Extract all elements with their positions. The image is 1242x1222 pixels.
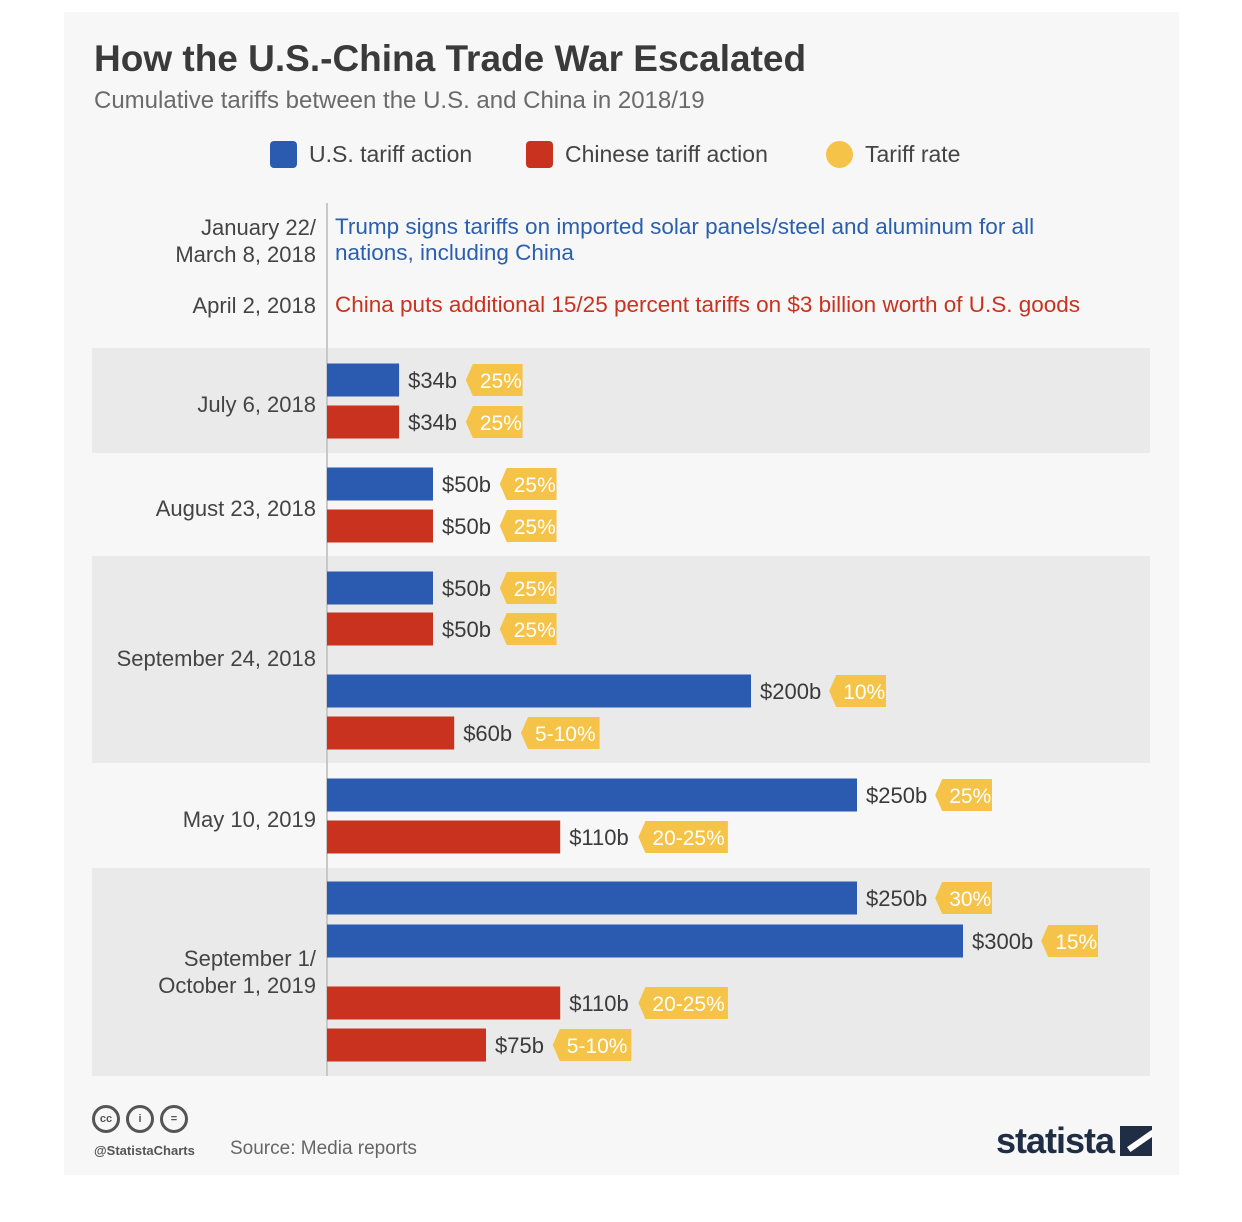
value-label-2-1: $50b [442, 472, 491, 497]
group-band-1 [92, 348, 1150, 453]
bar-5-1 [327, 881, 857, 915]
rate-tag-2-1 [499, 468, 557, 500]
bar-3-3 [327, 674, 751, 708]
chart-subtitle: Cumulative tariffs between the U.S. and … [94, 87, 705, 114]
legend-us: U.S. tariff action [270, 139, 472, 169]
value-label-5-1: $250b [866, 886, 927, 911]
bar-2-1 [327, 467, 433, 501]
group-date-4: May 10, 2019 [182, 807, 316, 832]
bar-5-4 [327, 1028, 486, 1062]
group-band-3 [92, 556, 1150, 763]
rate-tag-5-2 [1041, 925, 1098, 957]
rate-tag-4-1 [935, 779, 992, 811]
bar-5-2 [327, 924, 963, 958]
bar-3-1 [327, 571, 433, 605]
bar-1-1 [327, 363, 400, 397]
legend-rate: Tariff rate [826, 139, 960, 169]
rate-label-5-2: 15% [1055, 931, 1097, 954]
event-date-1: January 22/ March 8, 2018 [175, 215, 316, 267]
bar-3-4 [327, 716, 455, 750]
rate-label-3-3: 10% [843, 681, 885, 704]
value-label-2-2: $50b [442, 514, 491, 539]
value-label-5-4: $75b [495, 1033, 544, 1058]
rate-label-2-1: 25% [514, 474, 556, 497]
rate-label-3-4: 5-10% [535, 723, 596, 746]
rate-label-1-2: 25% [480, 412, 522, 435]
brand-text: statista [996, 1120, 1115, 1161]
footer-handle: @StatistaCharts [94, 1143, 195, 1158]
value-label-5-2: $300b [972, 929, 1033, 954]
group-date-3: September 24, 2018 [116, 646, 316, 671]
bar-4-2 [327, 820, 561, 854]
legend-us-label: U.S. tariff action [309, 140, 473, 167]
event-text-2: China puts additional 15/25 percent tari… [335, 292, 1081, 317]
bar-5-3 [327, 986, 561, 1020]
brand-mark-icon [1120, 1126, 1153, 1156]
group-date-5: September 1/ October 1, 2019 [158, 946, 316, 998]
footer-source: Source: Media reports [230, 1138, 417, 1159]
bar-3-2 [327, 612, 433, 646]
value-label-1-1: $34b [408, 368, 457, 393]
value-label-3-3: $200b [760, 679, 821, 704]
bar-2-2 [327, 509, 433, 543]
rate-tag-4-2 [638, 821, 728, 853]
value-label-3-4: $60b [463, 721, 512, 746]
group-date-2: August 23, 2018 [155, 496, 316, 521]
rate-tag-2-2 [499, 510, 557, 542]
rate-tag-3-3 [829, 675, 886, 707]
rate-tag-5-1 [935, 882, 992, 914]
legend-cn: Chinese tariff action [526, 139, 768, 169]
rate-tag-3-1 [499, 572, 557, 604]
rate-tag-3-2 [499, 613, 557, 645]
cc-icon: cc [92, 1105, 120, 1133]
rate-label-1-1: 25% [480, 370, 522, 393]
legend-us-swatch [270, 140, 297, 168]
statista-logo[interactable]: statista [996, 1120, 1153, 1162]
rate-label-4-1: 25% [949, 785, 991, 808]
legend-rate-label: Tariff rate [865, 140, 961, 167]
rate-label-5-1: 30% [949, 888, 991, 911]
rate-label-2-2: 25% [514, 516, 556, 539]
chart-title: How the U.S.-China Trade War Escalated [94, 38, 807, 79]
rate-tag-5-4 [552, 1029, 632, 1061]
by-icon: i [126, 1105, 154, 1133]
nd-icon: = [160, 1105, 188, 1133]
rate-tag-3-4 [520, 717, 600, 749]
bar-4-1 [327, 778, 857, 812]
license-icons: cc i = [92, 1105, 188, 1133]
event-text-1: Trump signs tariffs on imported solar pa… [335, 214, 1035, 265]
bar-1-2 [327, 405, 400, 439]
rate-label-5-4: 5-10% [567, 1035, 628, 1058]
legend-cn-label: Chinese tariff action [565, 140, 768, 167]
rate-tag-5-3 [638, 987, 728, 1019]
rate-tag-1-2 [465, 406, 523, 438]
event-date-2: April 2, 2018 [192, 293, 316, 318]
value-label-5-3: $110b [569, 991, 629, 1016]
rate-label-3-1: 25% [514, 578, 556, 601]
rate-label-3-2: 25% [514, 619, 556, 642]
value-label-4-1: $250b [866, 783, 927, 808]
legend-rate-swatch [826, 140, 853, 168]
value-label-3-2: $50b [442, 617, 491, 642]
legend-cn-swatch [526, 140, 553, 168]
group-date-1: July 6, 2018 [197, 392, 316, 417]
rate-label-5-3: 20-25% [652, 993, 724, 1016]
value-label-1-2: $34b [408, 410, 457, 435]
value-label-4-2: $110b [569, 825, 629, 850]
value-label-3-1: $50b [442, 576, 491, 601]
rate-label-4-2: 20-25% [652, 827, 724, 850]
rate-tag-1-1 [465, 364, 523, 396]
